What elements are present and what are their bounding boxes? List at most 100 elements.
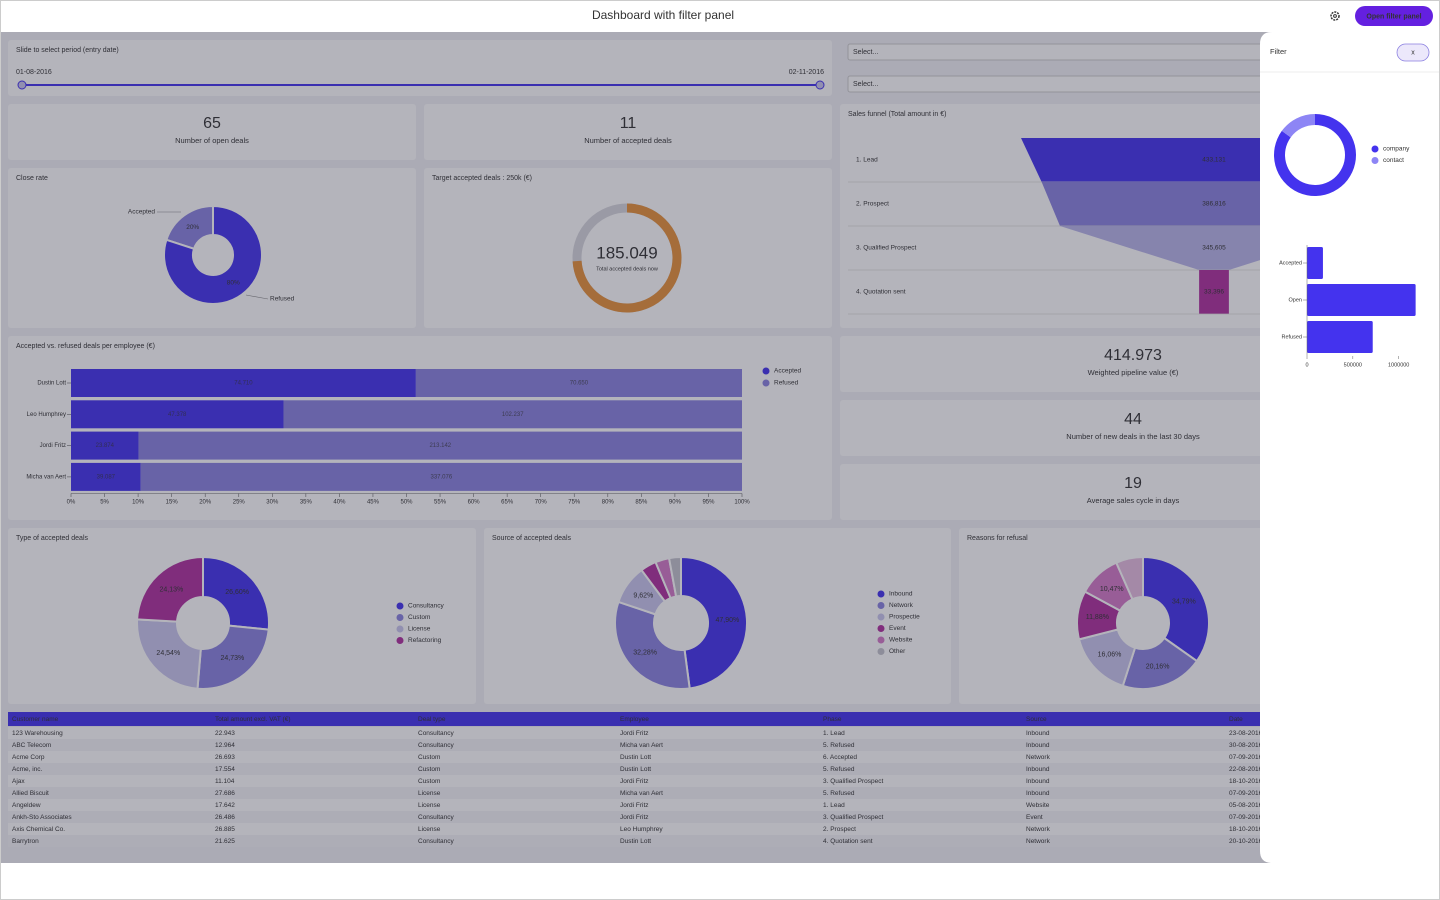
legend-marker [877,613,885,621]
donut-segment [202,555,271,631]
kpi-value: 44 [1124,411,1142,428]
bar-segment [71,462,141,491]
legend-label: contact [1383,157,1404,164]
table-cell: Jordi Fritz [620,778,649,785]
bar-value-label: 47.378 [168,412,187,418]
x-tick-label: 55% [434,500,447,506]
donut-segment [614,600,691,690]
table-cell: 22.943 [215,730,235,737]
donut-value-label: 26,60% [225,589,249,596]
slider-handle[interactable] [17,80,27,90]
legend-label: Website [889,637,913,644]
table-cell: Leo Humphrey [620,826,663,833]
legend-marker [1371,157,1379,164]
table-cell: Jordi Fritz [620,730,649,737]
table-cell: License [418,826,441,833]
table-row [8,739,1426,751]
funnel-category: 4. Quotation sent [856,289,906,296]
callout-label: Accepted [128,209,155,216]
legend-marker [396,614,404,621]
slider-label: Slide to select period (entry date) [16,47,119,54]
close-rate-card [8,168,416,328]
table-header-cell: Source [1026,716,1047,723]
donut-segment [136,618,202,690]
settings-icon-center [1333,14,1337,18]
x-tick-label: 80% [602,500,615,506]
x-tick-label: 15% [166,500,179,506]
table-cell: 20-10-2016 [1229,838,1263,845]
donut-segment [1281,114,1315,138]
table-cell: Website [1026,802,1050,809]
slider-handle[interactable] [815,80,825,90]
chart-title: Type of accepted deals [16,535,88,542]
settings-icon[interactable] [1330,11,1340,21]
x-tick-label: 60% [468,500,481,506]
table-cell: Acme Corp [12,754,45,761]
table-cell: Acme, inc. [12,766,43,773]
donut-segment [1114,555,1144,601]
kpi-label: Number of open deals [175,136,249,145]
table-cell: 18-10-2016 [1229,778,1263,785]
legend-label: Network [889,602,914,609]
table-row [8,763,1426,775]
table-cell: 12.964 [215,742,235,749]
bar-segment [138,431,742,460]
kpi-value: 19 [1124,475,1142,492]
table-cell: 21.625 [215,838,235,845]
chart-title: Accepted vs. refused deals per employee … [16,343,155,350]
chart-title: Close rate [16,175,48,182]
x-tick-label: 95% [702,500,715,506]
bar [1307,284,1416,316]
table-cell: Inbound [1026,778,1050,785]
legend-label: Event [889,625,906,632]
x-tick-label: 50% [400,500,413,506]
table-cell: 17.642 [215,802,235,809]
page-title: Dashboard with filter panel [592,8,734,22]
table-cell: 11.104 [215,778,235,785]
gauge-value: 185.049 [596,243,657,262]
x-tick-label: 0 [1305,362,1308,368]
open-filter-button[interactable] [1355,6,1433,26]
table-cell: 123 Warehousing [12,730,63,737]
kpi-label: Number of accepted deals [584,136,672,145]
table-cell: 1. Lead [823,730,845,737]
table-row [8,811,1426,823]
table-cell: Angeldew [12,802,41,809]
y-tick-label: Accepted [1279,260,1302,266]
close-button-label: x [1411,49,1415,56]
legend-label: Accepted [774,368,801,375]
table-header-cell: Total amount excl. VAT (€) [215,716,291,723]
legend-label: Consultancy [408,603,445,610]
table-cell: Network [1026,754,1051,761]
table-cell: Axis Chemical Co. [12,826,65,833]
table-cell: 26.693 [215,754,235,761]
legend-label: Refactoring [408,637,442,644]
bar-value-label: 102.237 [502,412,524,418]
table-cell: 05-08-2016 [1229,802,1263,809]
table-cell: Ankh-Sto Associates [12,814,72,821]
table-cell: Allied Biscuit [12,790,49,797]
table-row [8,835,1426,847]
table-cell: Jordi Fritz [620,802,649,809]
table-row [8,775,1426,787]
table-cell: Dustin Lott [620,754,651,761]
table-row [8,799,1426,811]
legend-marker [396,602,404,610]
table-cell: 3. Qualified Prospect [823,778,884,785]
callout-label: Refused [270,296,295,303]
close-button[interactable] [1396,43,1430,62]
x-tick-label: 100% [734,500,750,506]
donut-value-label: 80% [227,280,240,287]
legend-marker [396,637,404,644]
kpi-card [8,104,416,160]
donut-value-label: 20,16% [1146,663,1170,670]
table-header-cell: Date [1229,716,1243,723]
table-cell: 26.885 [215,826,235,833]
donut-value-label: 10,47% [1100,586,1124,593]
table-cell: 27.686 [215,790,235,797]
bar-segment [71,431,139,460]
donut-value-label: 9,62% [633,593,653,600]
table-cell: 30-08-2016 [1229,742,1263,749]
bar-segment [415,369,742,397]
